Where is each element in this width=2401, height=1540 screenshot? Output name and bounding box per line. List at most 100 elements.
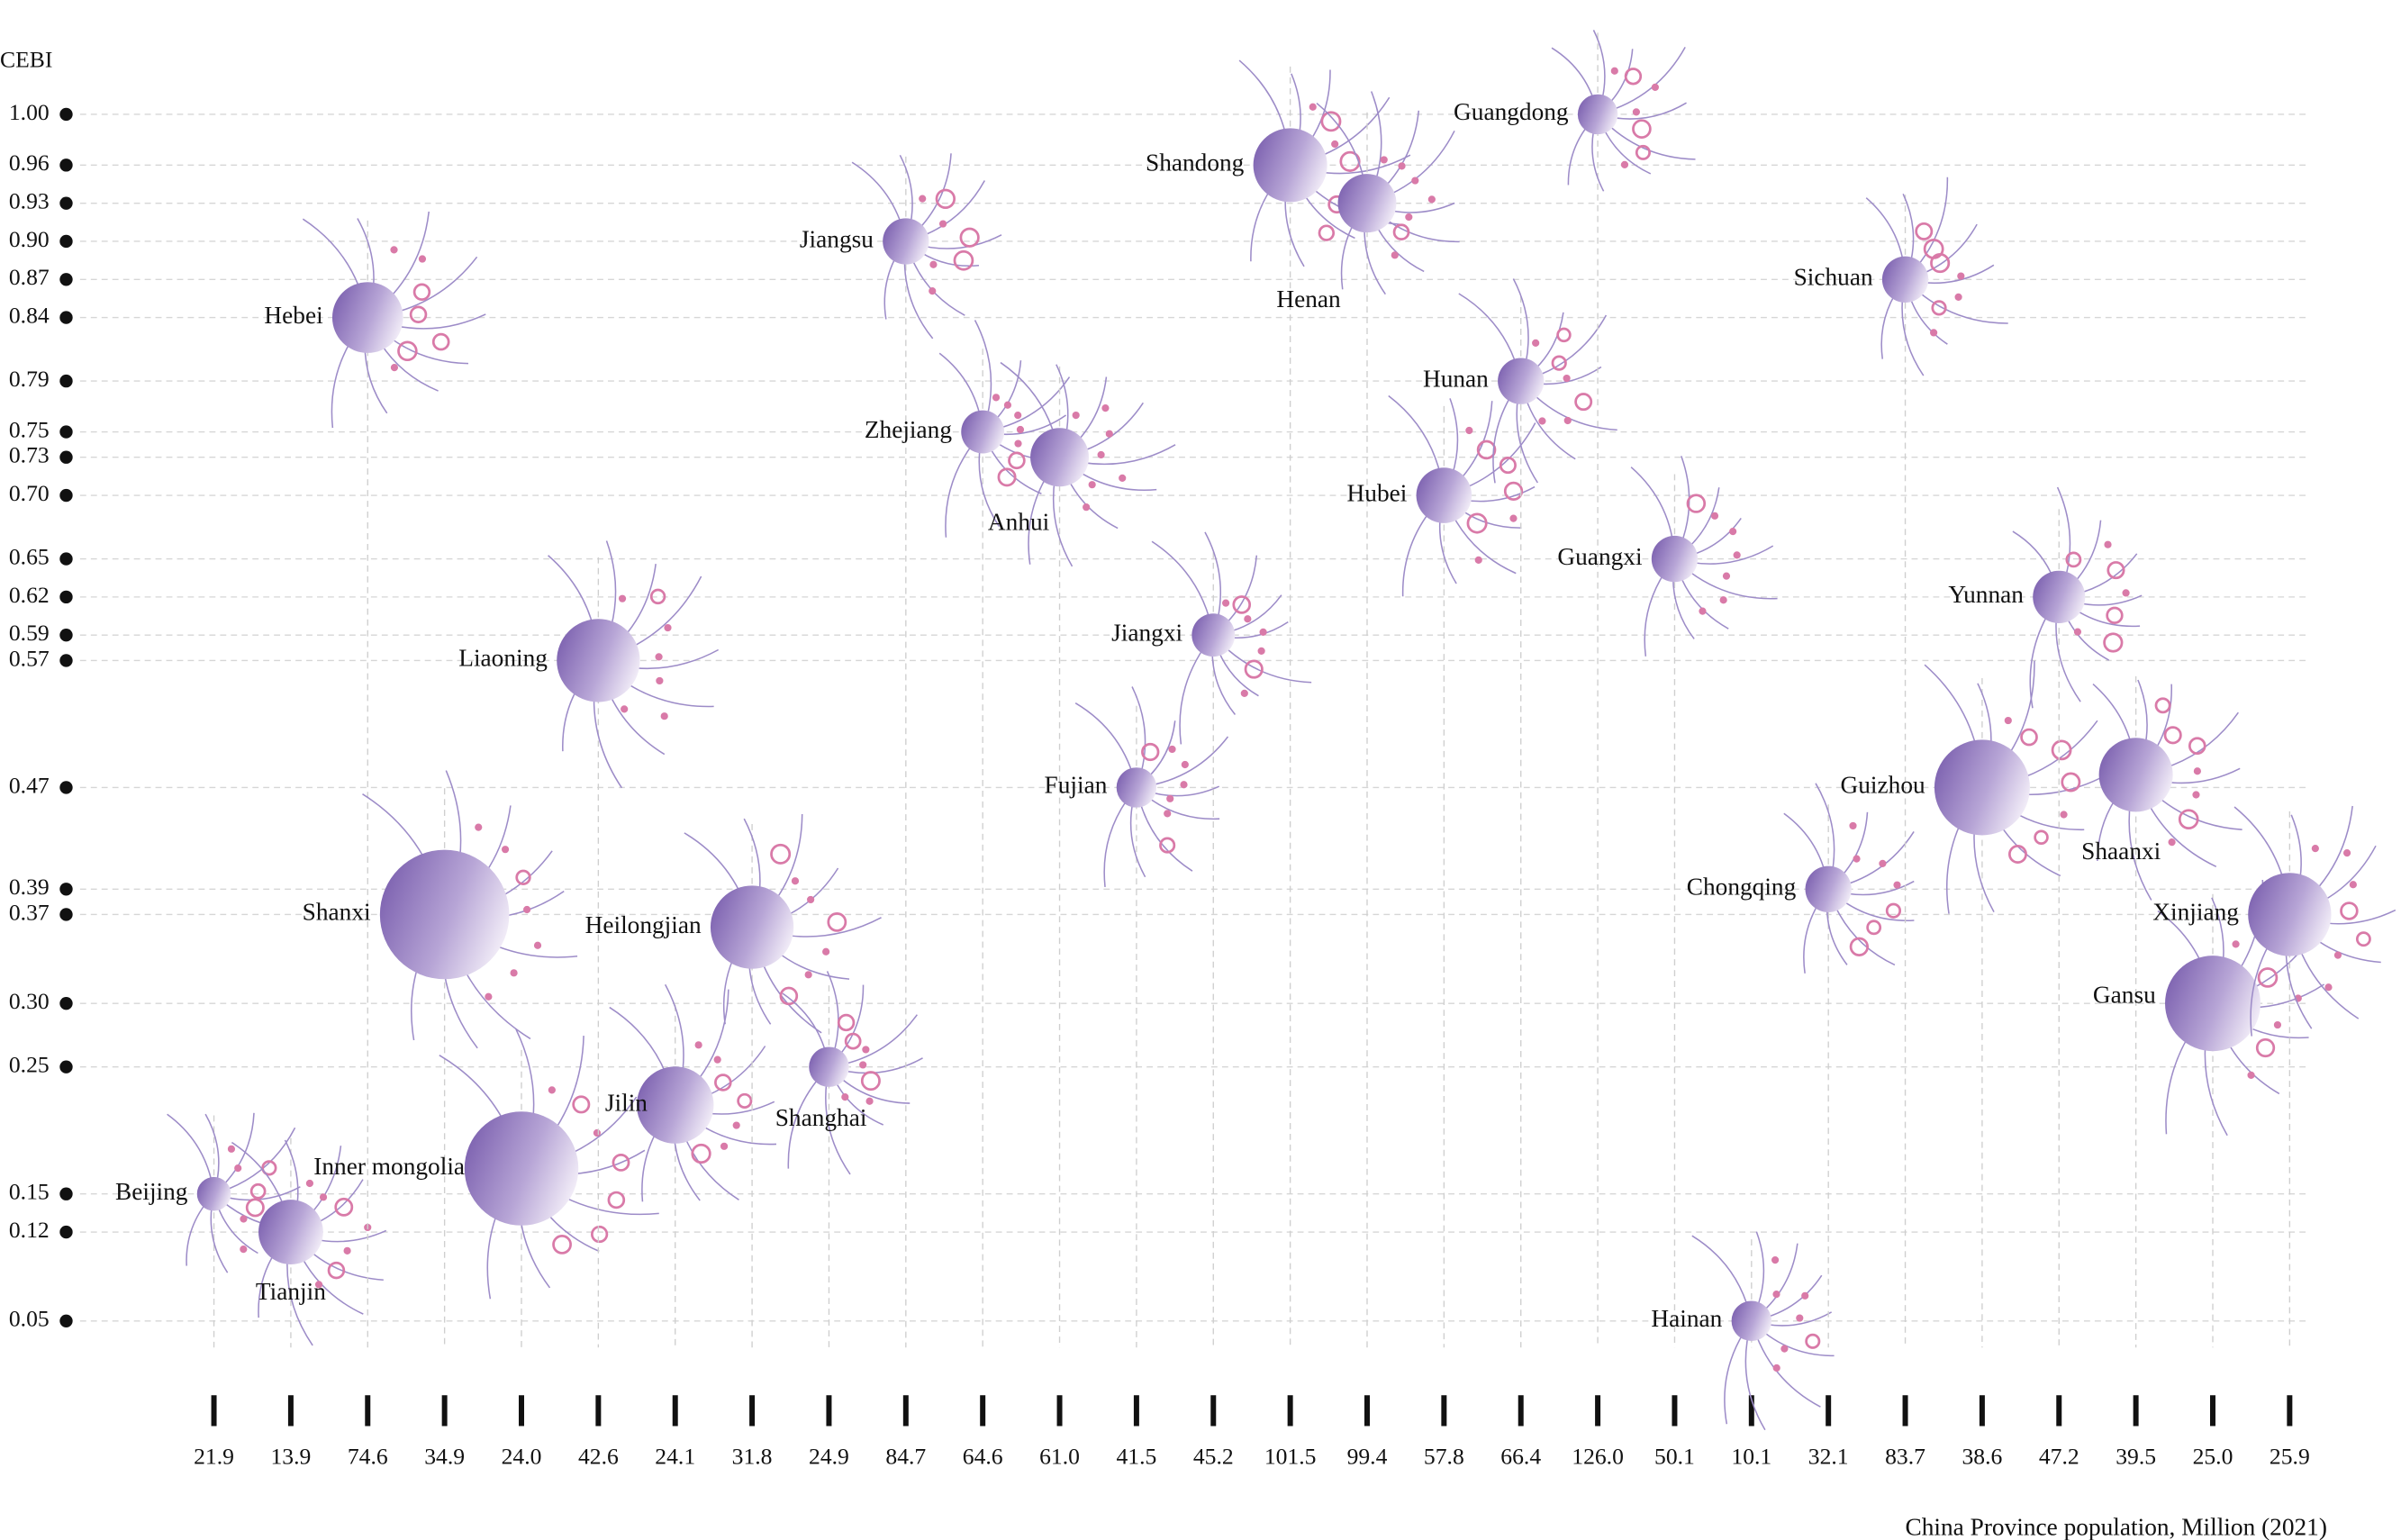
x-tick-label: 126.0	[1572, 1443, 1624, 1469]
spore	[1805, 1333, 1821, 1349]
spore	[2106, 606, 2124, 625]
spore	[844, 1032, 862, 1050]
spore	[1710, 512, 1719, 520]
spore	[612, 1153, 630, 1172]
spore	[1159, 837, 1176, 854]
spore	[1003, 401, 1012, 409]
point-label: Tianjin	[256, 1278, 326, 1305]
x-tick-label: 99.4	[1347, 1443, 1388, 1469]
spore	[1651, 83, 1659, 92]
spore	[1088, 481, 1096, 489]
spore	[737, 1092, 753, 1109]
x-tick-label: 32.1	[1808, 1443, 1849, 1469]
spore	[1392, 223, 1410, 241]
y-tick-label: 0.75	[9, 416, 50, 442]
point-label: Guangxi	[1557, 543, 1643, 570]
spore	[2273, 1020, 2282, 1029]
spore	[1893, 881, 1901, 889]
y-tick-dot	[59, 488, 73, 503]
spore	[1476, 439, 1497, 460]
spore	[656, 676, 664, 685]
y-tick-dot	[59, 234, 73, 249]
spore	[2020, 728, 2038, 747]
spore	[2232, 940, 2240, 948]
spore	[1166, 794, 1174, 802]
spore	[1180, 781, 1188, 789]
bubble	[2248, 873, 2332, 956]
spore	[1729, 527, 1737, 536]
y-tick-dot	[59, 450, 73, 464]
spore	[1499, 457, 1517, 475]
spore	[1014, 439, 1022, 448]
spore	[390, 246, 398, 254]
spore	[1532, 339, 1540, 347]
y-tick-label: 0.47	[9, 772, 50, 798]
spore	[1771, 1256, 1780, 1264]
spore	[1318, 224, 1336, 241]
flower	[1783, 783, 1915, 974]
spore	[938, 220, 947, 228]
spore	[664, 623, 672, 632]
point-label: Shaanxi	[2081, 838, 2161, 865]
x-tick-label: 84.7	[885, 1443, 926, 1469]
spore	[1097, 450, 1105, 459]
y-tick-dot	[59, 374, 73, 388]
spore	[1331, 140, 1339, 149]
spore	[1957, 272, 1965, 280]
point-label: Hainan	[1651, 1305, 1722, 1332]
x-tick-label: 57.8	[1424, 1443, 1464, 1469]
spore	[1915, 222, 1934, 240]
y-axis-title: CEBI	[0, 46, 52, 72]
spore	[1538, 417, 1546, 425]
spore	[1008, 451, 1026, 470]
spore	[618, 594, 627, 602]
spore	[1733, 551, 1741, 559]
spore	[515, 869, 531, 885]
x-tick-label: 74.6	[348, 1443, 388, 1469]
spore	[1879, 859, 1887, 867]
spore	[1624, 68, 1643, 86]
spore	[779, 986, 799, 1006]
spore	[1722, 572, 1731, 580]
y-tick-dot	[59, 552, 73, 566]
point-label: Inner mongolia	[313, 1153, 465, 1180]
y-tick-label: 0.79	[9, 366, 50, 392]
spore	[240, 1245, 248, 1254]
spore	[249, 1182, 267, 1200]
x-tick-label: 50.1	[1654, 1443, 1695, 1469]
bubble	[1253, 128, 1327, 203]
spore	[2104, 540, 2112, 548]
spore	[1620, 160, 1629, 168]
y-tick-dot	[59, 908, 73, 921]
bubble	[710, 885, 794, 969]
spore	[2008, 845, 2027, 864]
spore	[2324, 983, 2333, 992]
x-tick-label: 41.5	[1116, 1443, 1156, 1469]
bubble	[2098, 738, 2173, 812]
y-tick-label: 0.73	[9, 442, 50, 468]
bubble	[1805, 865, 1852, 912]
spore	[929, 260, 938, 268]
point-label: Hubei	[1347, 479, 1408, 506]
spore	[2188, 737, 2206, 756]
spore	[2060, 811, 2068, 819]
spore	[1866, 919, 1882, 936]
y-tick-label: 0.93	[9, 188, 50, 214]
spore	[714, 1073, 732, 1092]
spore	[234, 1164, 242, 1173]
spore	[1257, 647, 1265, 655]
spore	[621, 705, 629, 713]
x-tick-label: 38.6	[1962, 1443, 2002, 1469]
spore	[1259, 628, 1267, 636]
spore	[245, 1198, 265, 1218]
spore	[2122, 589, 2130, 597]
spore	[1610, 67, 1618, 75]
point-label: Hunan	[1423, 365, 1489, 392]
x-tick-label: 24.0	[502, 1443, 542, 1469]
x-tick-label: 10.1	[1731, 1443, 1771, 1469]
x-tick-label: 24.1	[655, 1443, 695, 1469]
spore	[1168, 745, 1176, 754]
spore	[1474, 556, 1482, 565]
spore	[1181, 760, 1189, 769]
spore	[591, 1225, 609, 1244]
